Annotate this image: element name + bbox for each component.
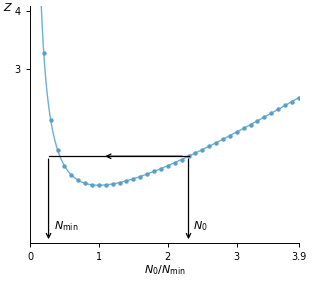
- Text: $N_{\mathrm{min}}$: $N_{\mathrm{min}}$: [54, 219, 79, 233]
- Y-axis label: $Z$: $Z$: [3, 1, 13, 13]
- Text: $N_0$: $N_0$: [193, 219, 208, 233]
- X-axis label: $N_0/N_{\mathrm{min}}$: $N_0/N_{\mathrm{min}}$: [144, 264, 185, 277]
